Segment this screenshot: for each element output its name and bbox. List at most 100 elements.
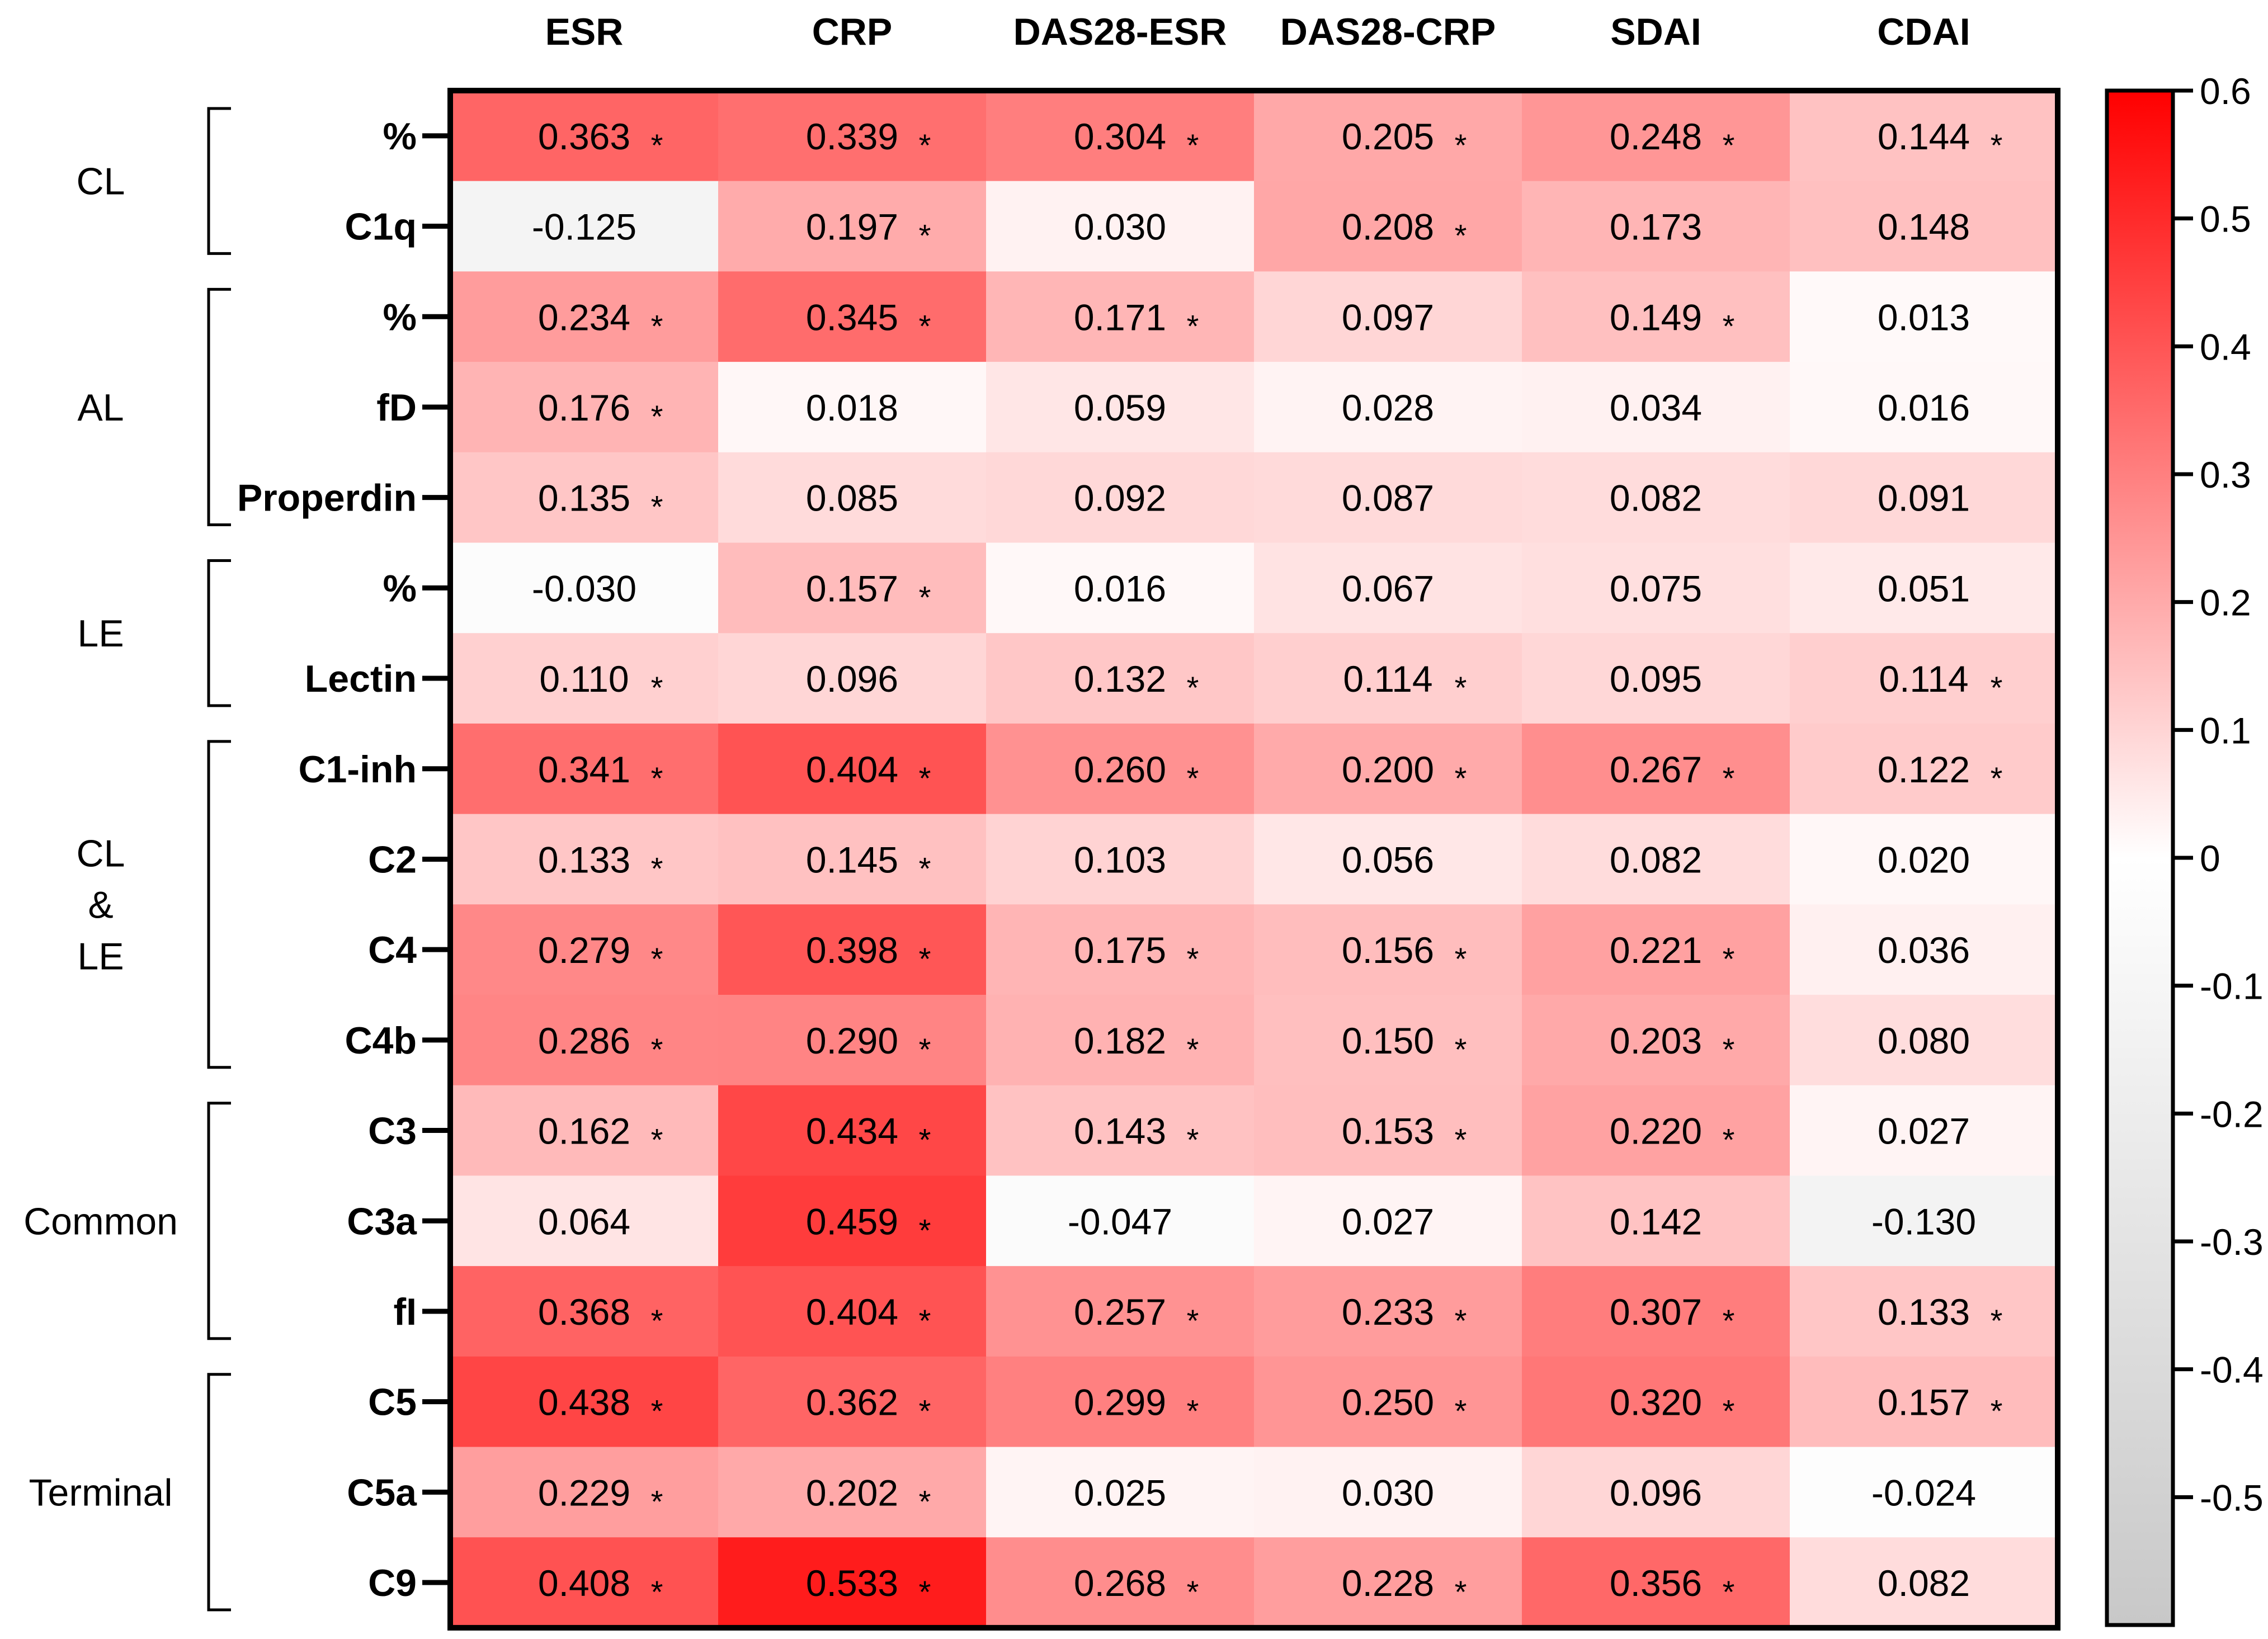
cell-value: 0.103 (1074, 839, 1166, 880)
colorbar-tick-label: -0.5 (2200, 1477, 2264, 1518)
colorbar-tick-label: 0.5 (2200, 199, 2251, 240)
row-label: C3a (347, 1200, 417, 1243)
heatmap-cell (718, 91, 987, 182)
cell-value: 0.150 (1342, 1020, 1434, 1061)
significance-star: * (1991, 1394, 2003, 1429)
colorbar-tick-label: 0.4 (2200, 326, 2251, 367)
row-label: % (383, 296, 417, 338)
significance-star: * (1723, 941, 1735, 976)
heatmap-cell (1522, 1085, 1790, 1176)
heatmap-cell (450, 1085, 719, 1176)
cell-value: 0.268 (1074, 1562, 1166, 1604)
cell-value: 0.205 (1342, 116, 1434, 157)
cell-value: 0.097 (1342, 296, 1434, 338)
significance-star: * (651, 489, 663, 525)
column-label: DAS28-CRP (1280, 11, 1496, 53)
colorbar-tick-label: 0.3 (2200, 454, 2251, 495)
heatmap-cell (1522, 633, 1790, 724)
heatmap-cell (718, 995, 987, 1086)
heatmap-cell (986, 814, 1255, 905)
heatmap-cell (1522, 271, 1790, 362)
cell-value: 0.018 (806, 387, 898, 428)
cell-value: 0.248 (1610, 116, 1702, 157)
heatmap-cell (1522, 1175, 1790, 1267)
row-label: C4 (368, 929, 417, 971)
cell-value: 0.082 (1878, 1562, 1970, 1604)
heatmap-cell (718, 814, 987, 905)
significance-star: * (1187, 1303, 1199, 1338)
cell-value: 0.200 (1342, 749, 1434, 790)
heatmap-cell (1522, 1266, 1790, 1357)
group-bracket (207, 559, 231, 707)
significance-star: * (919, 218, 931, 253)
significance-star: * (1187, 1122, 1199, 1158)
cell-value: 0.157 (806, 568, 898, 609)
heatmap-cell (1254, 362, 1522, 453)
heatmap-cell (986, 1266, 1255, 1357)
significance-star: * (1455, 1032, 1467, 1067)
cell-value: 0.114 (1343, 658, 1432, 700)
cell-value: 0.345 (806, 296, 898, 338)
significance-star: * (1187, 761, 1199, 796)
significance-star: * (1455, 670, 1467, 705)
heatmap-cell (1254, 723, 1522, 815)
cell-value: 0.368 (538, 1291, 630, 1333)
heatmap-cell (450, 1266, 719, 1357)
cell-value: 0.221 (1610, 929, 1702, 971)
cell-value: 0.132 (1074, 658, 1166, 700)
cell-value: 0.025 (1074, 1472, 1166, 1513)
cell-value: 0.143 (1074, 1111, 1166, 1152)
cell-value: 0.085 (806, 478, 898, 519)
group-label: LE (77, 935, 124, 977)
significance-star: * (1723, 308, 1735, 343)
cell-value: 0.175 (1074, 929, 1166, 971)
cell-value: 0.257 (1074, 1291, 1166, 1333)
heatmap-cell (1254, 91, 1522, 182)
heatmap-cell (1522, 723, 1790, 815)
heatmap-cell (1254, 1537, 1522, 1628)
group-label: Common (23, 1200, 178, 1243)
group-bracket (207, 1373, 231, 1612)
cell-value: 0.171 (1074, 296, 1166, 338)
heatmap-cell (1254, 1447, 1522, 1538)
heatmap-cell (1254, 633, 1522, 724)
column-labels: ESR CRP DAS28-ESR DAS28-CRP SDAI CDAI (545, 11, 1970, 53)
heatmap-cell (1790, 904, 2058, 995)
significance-star: * (1187, 1032, 1199, 1067)
cell-value: 0.208 (1342, 206, 1434, 248)
heatmap-cell (718, 542, 987, 634)
cell-value: 0.304 (1074, 116, 1166, 157)
heatmap-cell (450, 452, 719, 544)
heatmap-cell (718, 1175, 987, 1267)
heatmap-cell (1790, 723, 2058, 815)
significance-star: * (1187, 941, 1199, 976)
cell-value: 0.034 (1610, 387, 1702, 428)
cell-value: 0.075 (1610, 568, 1702, 609)
significance-star: * (651, 670, 663, 705)
heatmap-cell (1790, 1447, 2058, 1538)
cell-value: 0.250 (1342, 1382, 1434, 1423)
heatmap-cell (1790, 1356, 2058, 1448)
heatmap-cell (986, 995, 1255, 1086)
heatmap-cell (986, 1447, 1255, 1538)
significance-star: * (919, 1032, 931, 1067)
significance-star: * (919, 941, 931, 976)
heatmap-cell (1254, 904, 1522, 995)
cell-value: 0.362 (806, 1382, 898, 1423)
cell-value: 0.339 (806, 116, 898, 157)
group-label: CL (77, 160, 125, 203)
heatmap-cell (1254, 995, 1522, 1086)
cell-value: 0.095 (1610, 658, 1702, 700)
heatmap-cell (1522, 91, 1790, 182)
colorbar-tick-label: -0.4 (2200, 1349, 2264, 1391)
significance-star: * (919, 1574, 931, 1609)
heatmap-cell (718, 362, 987, 453)
heatmap-cell (1522, 362, 1790, 453)
cell-value: 0.290 (806, 1020, 898, 1061)
significance-star: * (651, 308, 663, 343)
cell-value: 0.234 (538, 296, 630, 338)
cell-value: 0.148 (1878, 206, 1970, 248)
row-label: C1q (345, 206, 417, 248)
heatmap-cell (718, 904, 987, 995)
row-label: Lectin (305, 658, 417, 700)
